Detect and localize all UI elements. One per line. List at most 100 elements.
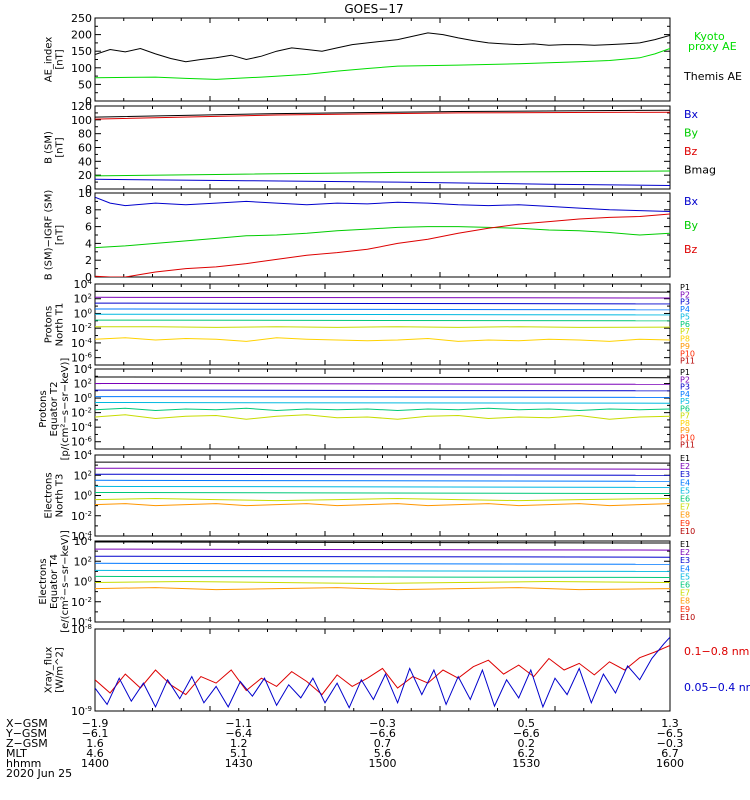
legend-entry: P5 [680, 312, 690, 321]
series-line-e5 [95, 569, 670, 572]
y-tick-label: 10-6 [71, 352, 93, 365]
panel-8: 10-8 10-9 Xray_flux [W/m^2] 0.1−0.8 nm 0.05−0… [44, 623, 750, 718]
orbit-row-label: Z−GSM [6, 737, 48, 750]
orbit-value: 1.3 [661, 717, 679, 730]
orbit-value: 6.7 [661, 747, 679, 760]
series-line-p8 [95, 337, 670, 342]
legend-entry: E2 [680, 548, 690, 557]
legend-entry: P11 [680, 357, 695, 366]
series-line-p1 [95, 376, 670, 379]
series-line-e1 [95, 541, 670, 544]
y-tick-label: 100 [74, 576, 92, 589]
y-tick-label: 102 [74, 469, 92, 482]
y-tick-label: 6 [85, 221, 92, 234]
y-axis-label: [nT] [55, 225, 66, 245]
series-group [95, 32, 670, 80]
y-tick-label: 10-2 [71, 322, 92, 335]
y-tick-label: 120 [71, 100, 92, 113]
orbit-value: −6.6 [369, 727, 396, 740]
y-tick-label: 104 [74, 278, 93, 291]
orbit-value: 5.6 [374, 747, 392, 760]
orbit-value: −1.9 [82, 717, 109, 730]
y-axis-label: B (SM) [44, 131, 55, 164]
orbit-value: 1400 [81, 757, 109, 770]
series-line-p5 [95, 313, 670, 316]
orbit-value: 1430 [225, 757, 253, 770]
legend-entry: Kyoto [694, 30, 725, 43]
y-axis-label: Equator T4 [49, 554, 60, 609]
panel-frame [94, 454, 671, 537]
legend-entry: P8 [680, 335, 690, 344]
series-line-p4 [95, 308, 670, 311]
orbit-row-label: X−GSM [6, 717, 48, 730]
series-group [95, 290, 670, 342]
y-tick-label: 200 [71, 29, 92, 42]
series-line-p3 [95, 389, 670, 392]
y-tick-label: 10-4 [71, 337, 93, 350]
legend-entry: P7 [680, 412, 690, 421]
legend-entry: Bx [684, 108, 699, 121]
series-line-e8 [95, 503, 670, 507]
legend-entry: P10 [680, 349, 695, 358]
y-tick-label: 10-2 [71, 596, 92, 609]
y-axis-label: [nT] [55, 137, 66, 157]
y-axis-label: Electrons [38, 558, 49, 604]
series-group [95, 196, 670, 277]
y-axis-label: North T1 [55, 303, 66, 347]
legend-entry: P4 [680, 305, 690, 314]
y-tick-label: 8 [85, 204, 92, 217]
y-axis-label: Equator T2 [49, 382, 60, 437]
y-axis-label: [nT] [55, 49, 66, 69]
legend-entry: E6 [680, 495, 690, 504]
legend-entry: E9 [680, 605, 690, 614]
series-group [95, 109, 670, 186]
legend-entry: E7 [680, 503, 690, 512]
series-line-p5 [95, 402, 670, 404]
legend-entry: 0.1−0.8 nm [684, 645, 749, 658]
legend-entry: P3 [680, 298, 690, 307]
y-tick-label: 60 [78, 142, 92, 155]
legend-entry: E4 [680, 564, 690, 573]
series-line-e7 [95, 497, 670, 502]
legend-entry: E6 [680, 581, 690, 590]
legend-entry: E5 [680, 572, 690, 581]
y-tick-label: 80 [78, 128, 92, 141]
series-line-p1 [95, 290, 670, 293]
y-tick-label: 104 [74, 535, 93, 548]
legend-entry: P2 [680, 375, 690, 384]
y-tick-label: 10-2 [71, 510, 92, 523]
series-line-e3 [95, 473, 670, 476]
legend-entry: P7 [680, 327, 690, 336]
series-line-bmag [95, 109, 670, 118]
legend-entry: E10 [680, 613, 695, 622]
legend-entry: Bz [684, 243, 698, 256]
legend-entry: 0.05−0.4 nm [684, 681, 750, 694]
legend-entry: Bz [684, 145, 698, 158]
legend-entry: P2 [680, 290, 690, 299]
y-tick-label: 104 [74, 449, 93, 462]
orbit-value: −6.4 [225, 727, 252, 740]
legend-entry: P1 [680, 283, 690, 292]
y-tick-label: 10-4 [71, 616, 93, 629]
y-tick-label: 100 [74, 392, 92, 405]
y-axis-label: [e/(cm²−s−sr−keV)] [60, 530, 71, 633]
orbit-value: −0.3 [657, 737, 684, 750]
series-line-by [95, 170, 670, 177]
y-tick-label: 250 [71, 12, 92, 25]
panel-6: 104 102 100 10-2 10-4 Electrons North T3 E1E2E3… [44, 449, 696, 543]
series-line-e2 [95, 548, 670, 551]
orbit-value: −1.1 [225, 717, 252, 730]
y-tick-label: 10 [78, 187, 92, 200]
y-tick-label: 50 [78, 78, 92, 91]
legend-entry: Themis AE [683, 70, 742, 83]
series-line-by [95, 226, 670, 249]
series-line-p7 [95, 326, 670, 328]
y-axis-label: B (SM)−IGRF (SM) [44, 190, 55, 281]
y-tick-label: 4 [85, 237, 92, 250]
legend-entry: P5 [680, 397, 690, 406]
orbit-row-label: hhmm [6, 757, 41, 770]
legend-entry: proxy AE [688, 40, 737, 53]
legend-entry: E8 [680, 597, 690, 606]
